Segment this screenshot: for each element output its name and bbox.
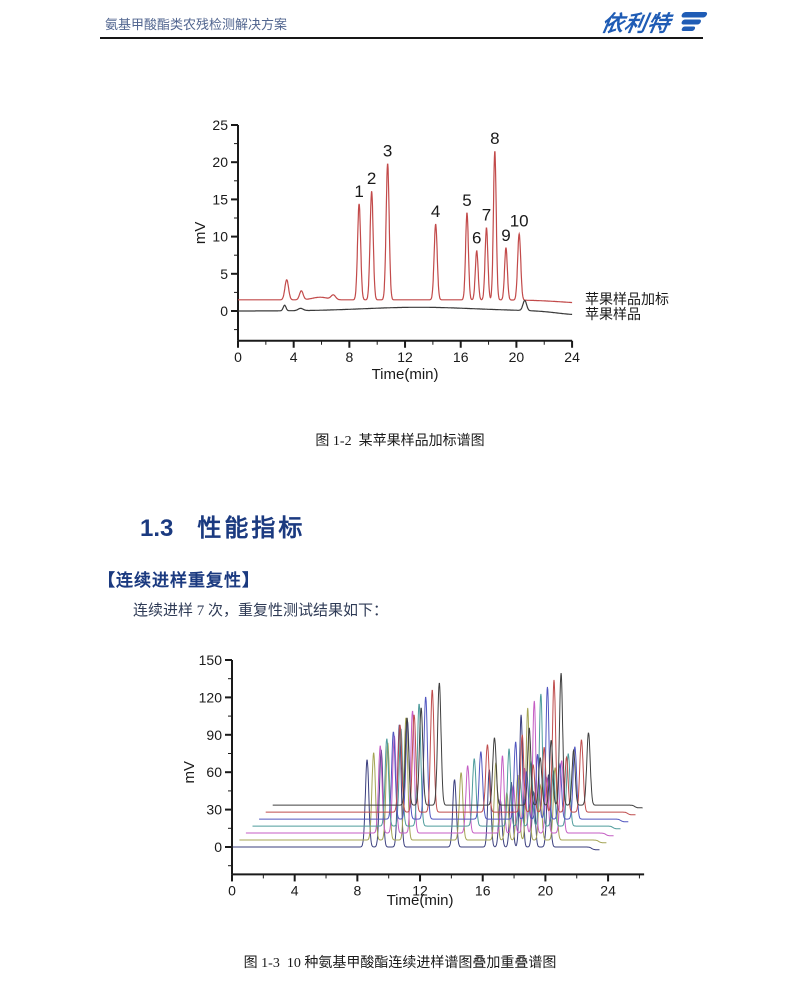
brand-logo: 依利特 (599, 6, 711, 38)
svg-text:9: 9 (501, 226, 510, 245)
trace (238, 299, 573, 315)
trace (245, 700, 614, 837)
trace (259, 686, 629, 823)
figure-1-3-caption: 图 1-3 10 种氨基甲酸酯连续进样谱图叠加重叠谱图 (243, 956, 557, 971)
header-title: 氨基甲酸酯类农残检测解决方案 (105, 17, 288, 32)
svg-text:mV: mV (192, 222, 209, 245)
svg-text:60: 60 (206, 764, 222, 780)
svg-text:0: 0 (220, 303, 228, 319)
trace (272, 672, 643, 809)
svg-text:4: 4 (290, 349, 298, 365)
trace (252, 693, 621, 830)
svg-text:16: 16 (475, 882, 491, 898)
svg-text:30: 30 (206, 802, 222, 818)
svg-text:12: 12 (397, 349, 413, 365)
svg-text:16: 16 (453, 349, 469, 365)
svg-text:20: 20 (509, 349, 525, 365)
svg-text:2: 2 (367, 169, 376, 188)
section-title: 性能指标 (197, 515, 306, 542)
svg-text:10: 10 (510, 212, 529, 231)
svg-text:5: 5 (220, 266, 228, 282)
svg-text:8: 8 (345, 349, 353, 365)
figure-1-3-chromatogram: 0 4 8 12 16 20 24 0 30 60 90 120 150 Time(min) mV (181, 652, 645, 909)
trace (238, 151, 573, 304)
brand-logo-text: 依利特 (599, 11, 673, 36)
svg-text:24: 24 (600, 882, 616, 898)
svg-text:15: 15 (212, 191, 228, 207)
svg-text:12: 12 (412, 882, 428, 898)
figure-1-2-chromatogram: 0 4 8 12 16 20 240510152025Time(min)mV12345678… (192, 117, 669, 383)
svg-text:mV: mV (181, 761, 198, 784)
svg-text:Time(min): Time(min) (387, 892, 454, 909)
svg-text:6: 6 (472, 229, 481, 248)
trace (239, 707, 607, 844)
svg-text:10: 10 (212, 229, 228, 245)
svg-text:Time(min): Time(min) (372, 366, 439, 383)
svg-text:25: 25 (212, 117, 228, 133)
svg-text:8: 8 (490, 129, 499, 148)
header-divider (100, 37, 703, 39)
svg-text:0: 0 (234, 349, 242, 365)
trace (265, 679, 636, 816)
section-heading: 1.3 性能指标 (140, 508, 305, 543)
svg-text:1: 1 (354, 182, 363, 201)
series-traces (238, 151, 573, 315)
svg-text:120: 120 (199, 689, 223, 705)
svg-text:5: 5 (462, 191, 471, 210)
axes (231, 124, 574, 348)
svg-text:4: 4 (291, 882, 299, 898)
svg-text:7: 7 (482, 206, 491, 225)
svg-text:0: 0 (228, 882, 236, 898)
svg-text:苹果样品加标: 苹果样品加标 (585, 292, 669, 308)
brand-stripes-icon (681, 12, 708, 31)
svg-text:90: 90 (206, 727, 222, 743)
svg-text:0: 0 (214, 839, 222, 855)
section-number: 1.3 (140, 515, 174, 542)
trace (232, 714, 600, 851)
peak-labels: 123 4 567 8 910 (354, 129, 528, 248)
axes (225, 658, 645, 882)
body-paragraph: 连续进样 7 次，重复性测试结果如下： (133, 603, 389, 619)
svg-text:20: 20 (538, 882, 554, 898)
svg-text:20: 20 (212, 154, 228, 170)
svg-text:8: 8 (353, 882, 361, 898)
svg-text:3: 3 (383, 142, 392, 161)
figure-1-2-caption: 图 1-2 某苹果样品加标谱图 (315, 434, 485, 449)
subsection-heading: 【连续进样重复性】 (98, 571, 260, 590)
svg-text:24: 24 (564, 349, 580, 365)
svg-text:苹果样品: 苹果样品 (585, 307, 641, 323)
series-traces (232, 672, 643, 851)
svg-text:4: 4 (431, 202, 440, 221)
axis-labels: 0 4 8 12 16 20 24 0 30 60 90 120 150 Time(min) mV (181, 652, 616, 909)
svg-text:150: 150 (199, 652, 223, 668)
